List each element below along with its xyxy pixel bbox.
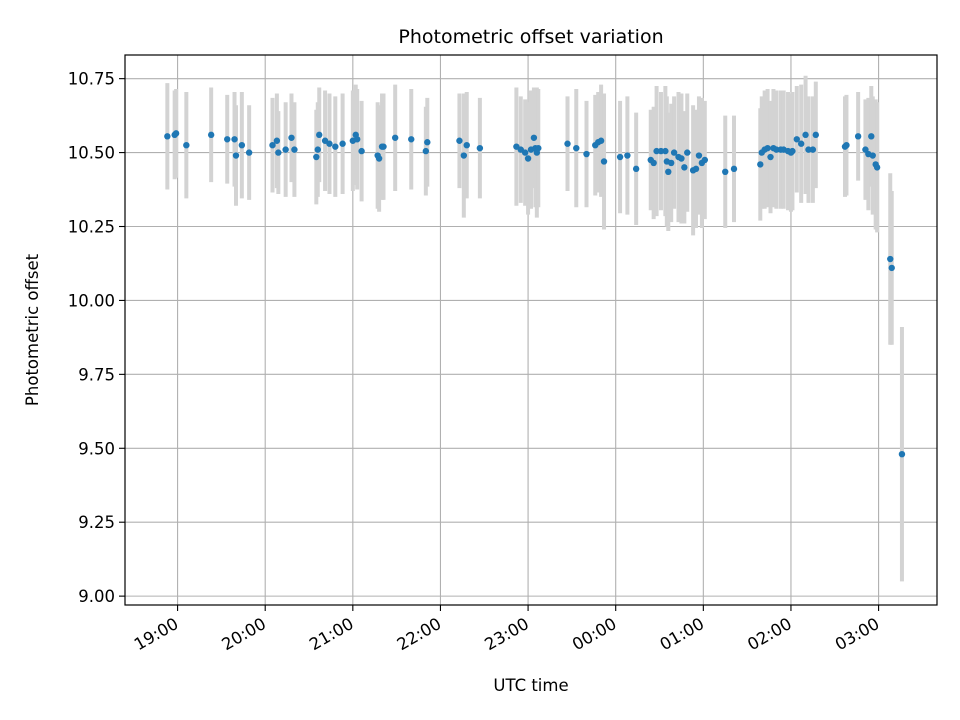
data-point — [245, 149, 253, 156]
data-point — [684, 149, 691, 156]
data-point — [657, 147, 665, 155]
y-tick-label: 9.25 — [78, 513, 115, 532]
data-point — [314, 146, 321, 153]
data-point — [887, 255, 894, 263]
data-point — [375, 155, 383, 162]
data-point — [678, 155, 685, 162]
data-point — [802, 131, 809, 139]
data-point — [456, 137, 463, 144]
data-point — [843, 141, 850, 149]
data-point — [681, 164, 688, 171]
data-point — [868, 133, 875, 140]
data-point — [231, 136, 238, 143]
data-point — [316, 131, 323, 139]
data-point — [701, 156, 708, 164]
data-point — [597, 137, 605, 144]
data-point — [476, 144, 484, 152]
data-point — [391, 134, 399, 141]
data-point — [183, 141, 190, 149]
data-point — [789, 147, 796, 155]
data-point — [521, 149, 529, 156]
data-point — [583, 150, 590, 158]
data-point — [650, 159, 657, 167]
data-point — [624, 152, 631, 159]
data-point — [172, 130, 180, 137]
data-point — [692, 165, 700, 173]
data-point — [238, 141, 246, 149]
data-point — [888, 264, 895, 272]
data-point — [524, 155, 532, 162]
data-point — [282, 146, 289, 153]
data-point — [463, 141, 470, 149]
data-point — [773, 146, 780, 153]
y-tick-label: 10.75 — [68, 70, 115, 89]
data-point — [793, 136, 800, 143]
data-point — [313, 153, 320, 161]
data-point — [339, 140, 346, 147]
data-point — [764, 144, 771, 152]
data-point — [530, 134, 538, 141]
data-point — [273, 137, 281, 144]
data-point — [224, 136, 231, 143]
data-point — [535, 144, 542, 152]
x-axis-label: UTC time — [493, 676, 568, 695]
data-point — [164, 133, 171, 140]
y-tick-label: 10.50 — [68, 144, 115, 163]
data-point — [854, 133, 862, 140]
data-point — [616, 153, 624, 161]
data-point — [632, 165, 640, 173]
y-tick-label: 10.00 — [68, 291, 115, 310]
data-point — [600, 158, 608, 165]
data-point — [424, 139, 431, 146]
data-point — [665, 168, 672, 176]
data-point — [269, 141, 276, 149]
data-point — [232, 152, 240, 159]
data-point — [354, 136, 361, 143]
data-point — [805, 146, 812, 153]
data-point — [573, 144, 580, 152]
data-point — [332, 143, 339, 150]
y-axis: 9.00 9.25 9.50 9.75 10.00 10.25 10.50 10.75 — [68, 70, 125, 606]
data-point — [722, 168, 729, 176]
data-point — [695, 152, 703, 159]
data-point — [564, 140, 571, 147]
data-point — [809, 146, 817, 153]
data-point — [668, 159, 675, 167]
chart-title: Photometric offset variation — [398, 26, 663, 48]
point-layer — [164, 130, 906, 458]
y-tick-label: 9.50 — [78, 439, 115, 458]
data-point — [812, 131, 819, 139]
y-axis-label: Photometric offset — [23, 253, 42, 406]
data-point — [653, 147, 660, 155]
data-point — [757, 161, 764, 168]
data-point — [422, 147, 430, 155]
data-point — [873, 164, 881, 171]
data-point — [767, 153, 774, 161]
data-point — [460, 152, 468, 159]
data-point — [898, 450, 906, 458]
data-point — [288, 134, 295, 141]
data-point — [869, 152, 876, 159]
data-point — [797, 140, 805, 147]
data-point — [275, 149, 282, 156]
plot-frame — [124, 54, 938, 606]
data-point — [662, 147, 669, 155]
y-tick-label: 10.25 — [68, 218, 115, 237]
data-point — [670, 149, 678, 156]
data-point — [380, 143, 387, 150]
data-point — [326, 140, 333, 147]
data-point — [207, 131, 215, 139]
y-tick-label: 9.75 — [78, 365, 115, 384]
data-point — [730, 165, 738, 173]
y-tick-label: 9.00 — [78, 587, 115, 606]
data-point — [291, 146, 298, 153]
data-point — [408, 136, 415, 143]
data-point — [358, 147, 365, 155]
